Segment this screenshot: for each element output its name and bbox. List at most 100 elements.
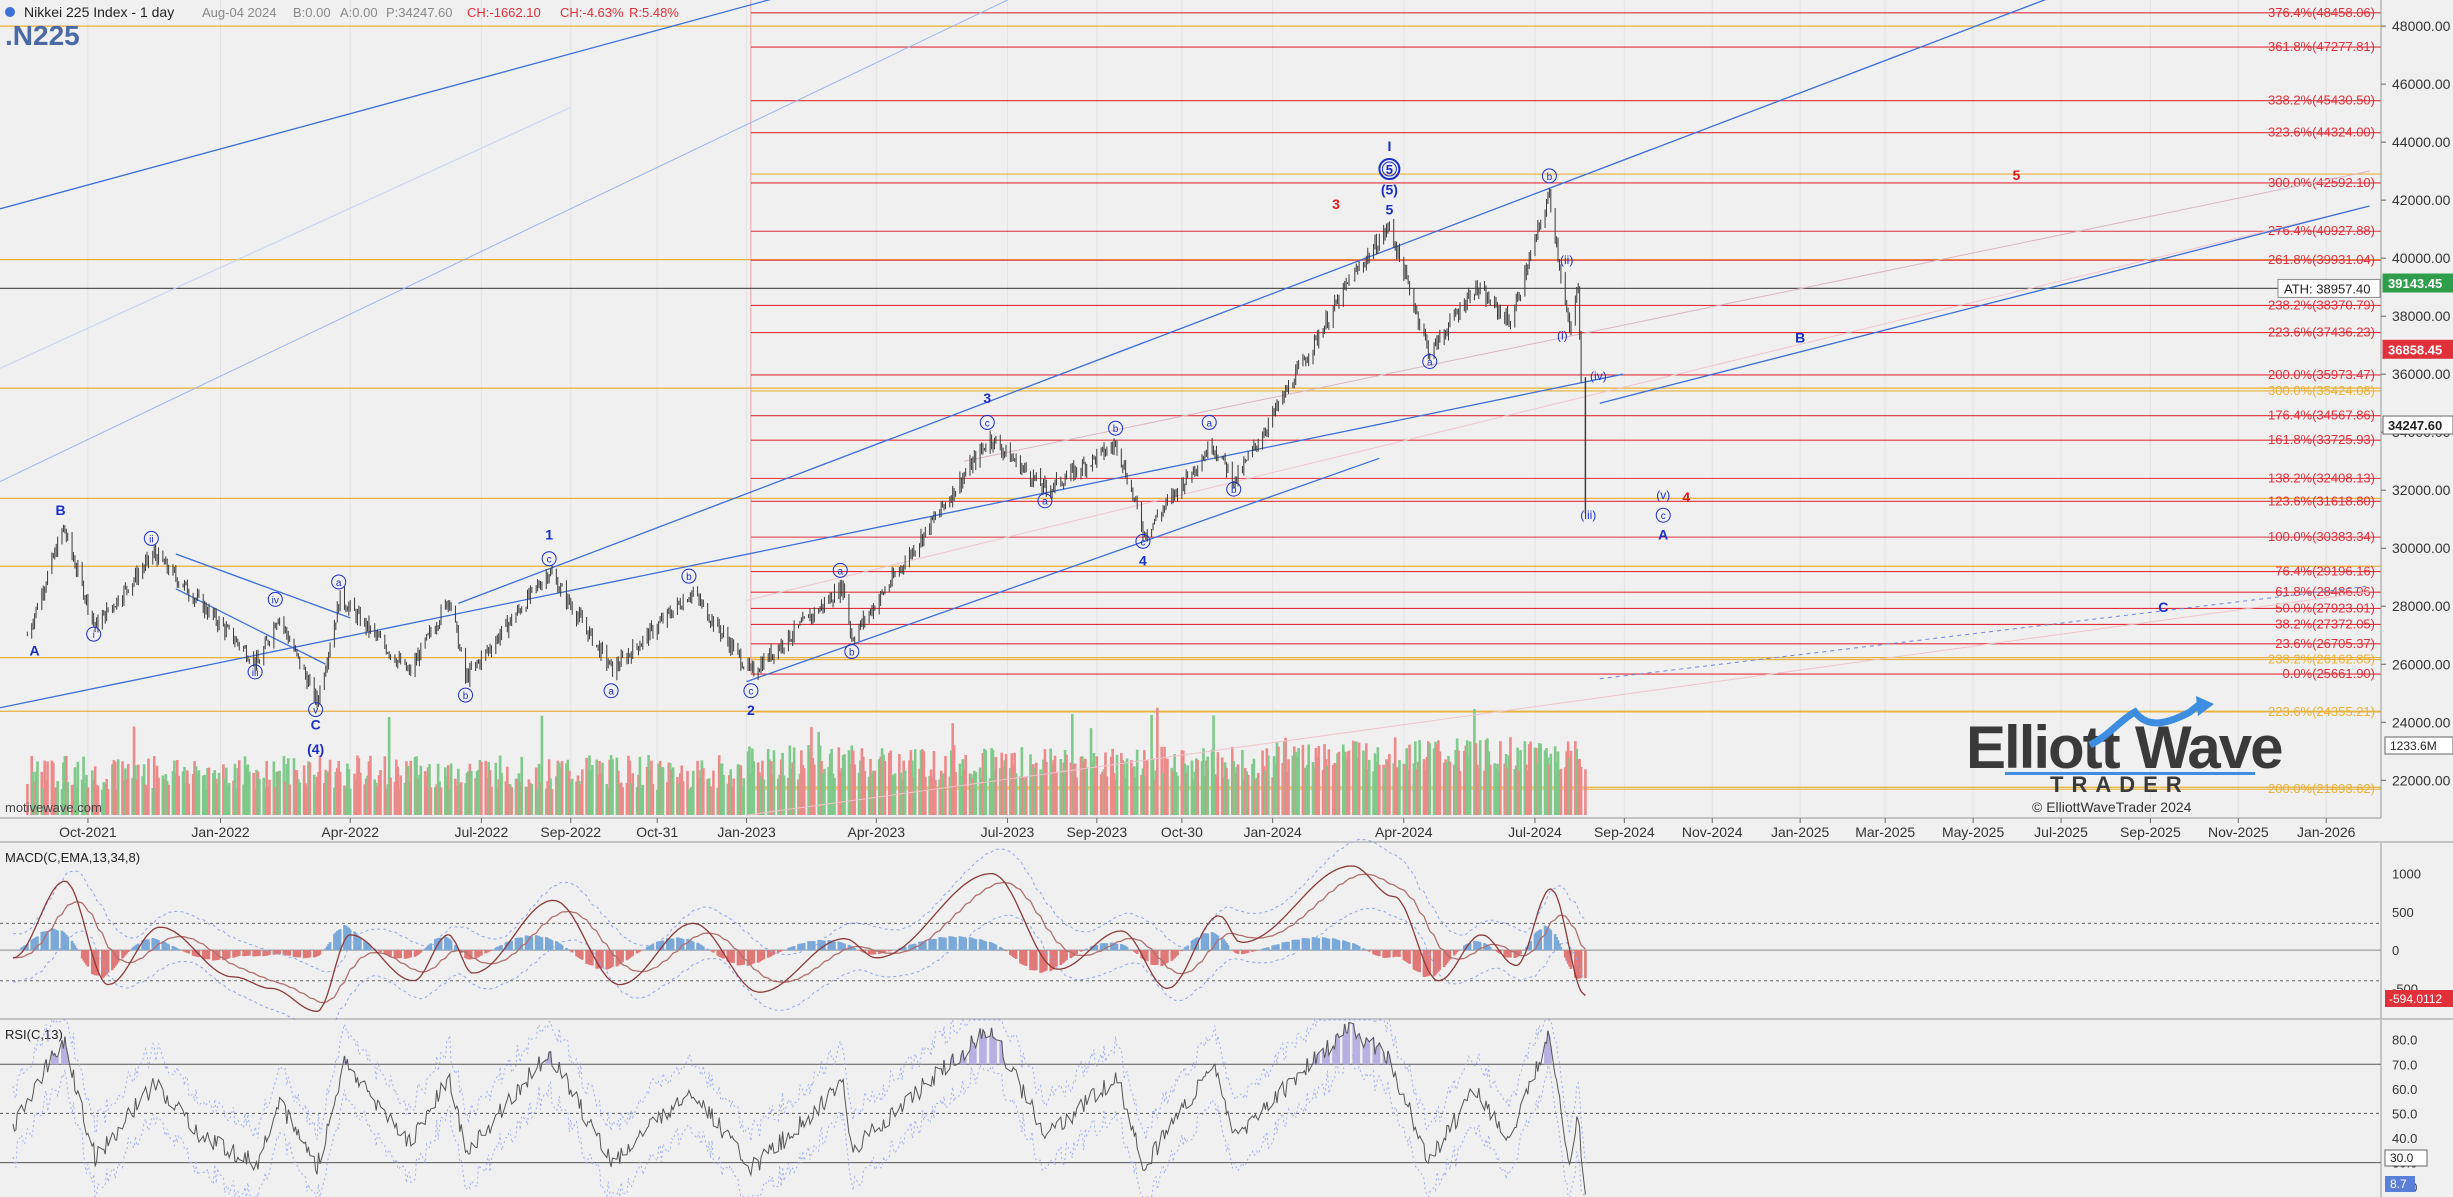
faint-trendline[interactable]	[746, 205, 2370, 601]
macd-hist-bar	[235, 950, 238, 957]
volume-bar	[144, 784, 147, 815]
volume-bar	[769, 761, 773, 815]
trendline[interactable]	[0, 373, 1624, 709]
volume-bar	[1202, 748, 1205, 815]
volume-bar	[802, 768, 806, 815]
macd-hist-bar	[1104, 943, 1107, 951]
time-axis[interactable]: Oct-2021 Jan-2022 Apr-2022 Jul-2022 Sep-2022…	[0, 817, 2453, 843]
macd-hist-bar	[141, 940, 144, 951]
volume-bar	[880, 748, 884, 815]
volume-bar	[599, 773, 603, 815]
volume-bar	[82, 756, 85, 815]
wave-label: b	[844, 644, 860, 660]
volume-bar	[640, 788, 643, 815]
trendline[interactable]	[0, 0, 790, 210]
macd-hist-bar	[464, 950, 467, 959]
macd-hist-bar	[1553, 934, 1557, 951]
macd-hist-bar	[1254, 950, 1257, 951]
price-axis[interactable]: 22000.0024000.0026000.0028000.0030000.00…	[2277, 0, 2453, 818]
macd-hist-bar	[889, 950, 893, 951]
macd-hist-bar	[1233, 950, 1237, 953]
macd-hist-bar	[801, 943, 805, 951]
trendline[interactable]	[175, 553, 351, 619]
trendline[interactable]	[458, 0, 2059, 604]
macd-hist-bar	[154, 938, 157, 951]
macd-hist-bar	[831, 941, 835, 951]
macd-hist-bar	[282, 950, 286, 956]
volume-bar	[1372, 771, 1375, 815]
rsi-badge-2-box	[2385, 1176, 2415, 1192]
volume-bar	[1365, 743, 1368, 815]
macd-hist-bar	[589, 950, 593, 966]
chart-title: Nikkei 225 Index - 1 day	[24, 4, 174, 20]
rsi-panel[interactable]: RSI(C,13) 80.070.060.050.040.030.020.0 3…	[0, 1018, 2428, 1197]
faint-trendline[interactable]	[964, 170, 2370, 462]
macd-hist-bar	[1132, 950, 1136, 952]
volume-bar	[609, 755, 613, 815]
volume-bar	[873, 770, 877, 815]
trendline[interactable]	[175, 588, 327, 665]
macd-hist-bar	[700, 945, 704, 951]
volume-bar	[347, 768, 351, 815]
volume-bar	[1099, 774, 1103, 815]
volume-bar	[549, 778, 552, 815]
orange-fib-lines	[0, 0, 2381, 788]
macd-hist-bar	[540, 937, 544, 951]
wave-label: iv	[267, 591, 283, 607]
trendline[interactable]	[1599, 205, 2370, 404]
volume-bar	[454, 778, 457, 815]
volume-bar	[596, 774, 600, 815]
macd-hist-bar	[298, 950, 302, 958]
volume-bar	[565, 763, 568, 815]
fib-label: 38.2%(27372.05)	[2275, 616, 2375, 631]
macd-hist-bar	[666, 938, 669, 951]
volume-bar	[872, 770, 875, 815]
volume-bar	[275, 771, 279, 815]
wave-label-circle	[541, 551, 557, 567]
volume-bar	[111, 764, 114, 815]
macd-hist-bar	[611, 950, 614, 967]
main-panel[interactable]: 376.4%(48458.06)361.8%(47277.81)338.2%(4…	[0, 0, 2453, 818]
macd-hist-bar	[938, 937, 942, 951]
macd-hist-bar	[1160, 950, 1163, 967]
macd-hist-bar	[1186, 945, 1189, 951]
volume-bar	[419, 765, 423, 815]
volume-bar	[621, 787, 624, 815]
volume-bar	[1060, 772, 1064, 815]
volume-bar	[840, 768, 844, 815]
macd-hist-bar	[428, 944, 431, 951]
faint-trendline[interactable]	[746, 591, 2370, 816]
macd-hist-bar	[379, 950, 382, 953]
volume-bar	[76, 761, 80, 815]
macd-hist-bar	[1428, 950, 1432, 976]
faint-trendline[interactable]	[1599, 585, 2370, 680]
macd-hist-bar	[425, 947, 428, 951]
volume-bar	[1184, 773, 1188, 815]
macd-hist-bar	[1125, 946, 1129, 951]
macd-hist-bar	[689, 940, 692, 951]
faint-trendline[interactable]	[0, 106, 571, 369]
volume-bar	[932, 751, 936, 815]
wave-label-text: 4	[1139, 553, 1147, 569]
header-bid: B:0.00	[293, 5, 331, 20]
macd-hist-bar	[66, 936, 70, 951]
volume-bar	[1324, 759, 1328, 815]
macd-hist-bar	[534, 935, 538, 951]
macd-hist-bar	[732, 950, 735, 963]
volume-bar	[717, 755, 721, 815]
macd-hist-bar	[948, 936, 952, 951]
macd-hist-bar	[1073, 950, 1077, 955]
macd-hist-bar	[1519, 950, 1522, 955]
wave-label-text: I	[1387, 138, 1391, 154]
volume-bar	[1053, 755, 1057, 815]
faint-trendline[interactable]	[0, 0, 1008, 482]
macd-hist-bar	[756, 950, 760, 963]
rsi-tick-label: 60.0	[2392, 1082, 2417, 1097]
macd-hist-bar	[859, 950, 862, 952]
macd-hist-bar	[1548, 928, 1551, 951]
volume-bar	[1333, 762, 1336, 815]
volume-bar	[467, 771, 470, 815]
wave-label: b	[458, 687, 474, 703]
macd-hist-bar	[1398, 950, 1401, 957]
